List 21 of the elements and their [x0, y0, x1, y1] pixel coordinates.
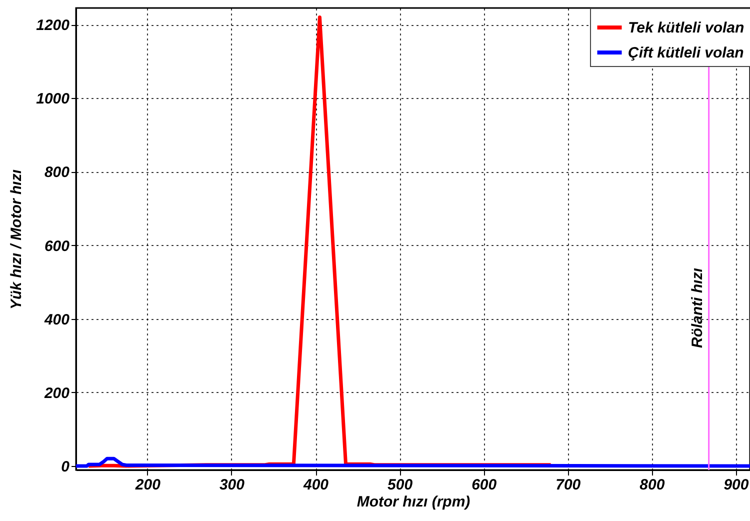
y-tick-label: 200 [43, 384, 70, 402]
y-axis-title: Yük hızı / Motor hızı [8, 170, 26, 310]
legend-label: Tek kütleli volan [628, 20, 744, 36]
x-tick-label: 900 [724, 476, 750, 494]
x-tick-label: 600 [472, 476, 498, 494]
y-tick-label: 1200 [36, 17, 70, 34]
y-tick-label: 0 [61, 458, 70, 476]
line-series [76, 456, 750, 468]
x-tick-label: 800 [640, 476, 666, 494]
y-tick-label: 1000 [36, 90, 70, 108]
x-axis-title: Motor hızı (rpm) [356, 494, 470, 510]
y-tick-label: 400 [43, 311, 70, 328]
ref-line-label: Rölanti hızı [688, 268, 706, 348]
y-tick-label: 600 [44, 238, 70, 255]
x-tick-label: 700 [556, 476, 582, 494]
y-tick-label: 800 [44, 164, 70, 182]
x-tick-label: 500 [388, 476, 414, 494]
x-tick-label: 200 [134, 476, 162, 494]
x-tick-label: 300 [219, 476, 246, 494]
x-tick-label: 400 [302, 476, 330, 494]
legend-label: Çift kütleli volan [628, 44, 744, 62]
